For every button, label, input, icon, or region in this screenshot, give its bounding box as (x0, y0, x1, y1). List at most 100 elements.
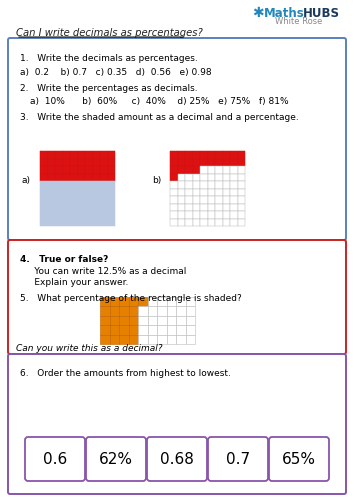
Bar (200, 196, 207, 203)
Bar (138, 316, 148, 325)
Bar (47, 166, 55, 173)
Bar (223, 188, 230, 196)
FancyBboxPatch shape (86, 437, 146, 481)
Bar (193, 188, 200, 196)
Bar (63, 211, 70, 218)
Bar (177, 218, 185, 226)
Bar (40, 166, 47, 173)
Bar (157, 296, 166, 306)
Bar (157, 334, 166, 344)
Bar (78, 218, 85, 226)
Bar (70, 218, 78, 226)
Text: You can write 12.5% as a decimal: You can write 12.5% as a decimal (20, 267, 186, 276)
Bar (129, 316, 138, 325)
FancyBboxPatch shape (25, 437, 85, 481)
Bar (129, 296, 138, 306)
Bar (238, 204, 245, 211)
Bar (47, 196, 55, 203)
Bar (100, 151, 108, 158)
Bar (223, 211, 230, 218)
Bar (185, 204, 193, 211)
Bar (148, 334, 157, 344)
Bar (200, 204, 207, 211)
Bar (200, 166, 207, 173)
Bar (230, 211, 238, 218)
Bar (223, 166, 230, 173)
Bar (193, 151, 200, 158)
Bar (223, 181, 230, 188)
Bar (185, 181, 193, 188)
Bar (223, 174, 230, 181)
Bar (215, 158, 223, 166)
Bar (176, 325, 185, 334)
Bar (200, 211, 207, 218)
Bar (108, 196, 115, 203)
Bar (238, 158, 245, 166)
Bar (207, 151, 215, 158)
Bar (238, 188, 245, 196)
Bar (238, 196, 245, 203)
Bar (85, 181, 92, 188)
Bar (166, 306, 176, 316)
Bar (177, 158, 185, 166)
Text: 4.   True or false?: 4. True or false? (20, 255, 108, 264)
Bar (138, 334, 148, 344)
Bar (92, 151, 100, 158)
Bar (185, 166, 193, 173)
Bar (193, 174, 200, 181)
Text: 1.   Write the decimals as percentages.: 1. Write the decimals as percentages. (20, 54, 198, 63)
Bar (119, 325, 129, 334)
Bar (63, 196, 70, 203)
Text: 3.   Write the shaded amount as a decimal and a percentage.: 3. Write the shaded amount as a decimal … (20, 113, 299, 122)
Bar (47, 218, 55, 226)
Bar (63, 158, 70, 166)
Bar (238, 174, 245, 181)
Bar (109, 334, 119, 344)
Bar (78, 211, 85, 218)
Bar (70, 151, 78, 158)
Bar (148, 316, 157, 325)
Bar (70, 196, 78, 203)
Bar (185, 158, 193, 166)
Bar (230, 218, 238, 226)
Bar (55, 196, 63, 203)
Bar (185, 196, 193, 203)
Bar (85, 158, 92, 166)
Bar (40, 218, 47, 226)
Bar (200, 218, 207, 226)
Bar (170, 181, 177, 188)
Bar (185, 211, 193, 218)
Bar (170, 158, 177, 166)
Bar (70, 166, 78, 173)
Bar (193, 204, 200, 211)
Bar (200, 174, 207, 181)
Bar (40, 188, 47, 196)
Bar (223, 151, 230, 158)
Bar (100, 325, 109, 334)
Bar (63, 166, 70, 173)
Bar (109, 316, 119, 325)
Bar (215, 196, 223, 203)
Bar (119, 306, 129, 316)
Bar (70, 158, 78, 166)
Bar (177, 196, 185, 203)
Text: 0.6: 0.6 (43, 452, 67, 466)
Bar (215, 218, 223, 226)
Bar (230, 204, 238, 211)
Bar (157, 306, 166, 316)
Bar (215, 181, 223, 188)
Bar (177, 174, 185, 181)
Text: a)  0.2    b) 0.7   c) 0.35   d)  0.56   e) 0.98: a) 0.2 b) 0.7 c) 0.35 d) 0.56 e) 0.98 (20, 68, 212, 77)
Text: 0.68: 0.68 (160, 452, 194, 466)
Bar (148, 325, 157, 334)
Bar (170, 204, 177, 211)
Bar (193, 218, 200, 226)
Bar (108, 211, 115, 218)
Bar (177, 211, 185, 218)
Bar (223, 158, 230, 166)
Bar (55, 158, 63, 166)
Bar (100, 166, 108, 173)
Bar (177, 204, 185, 211)
Bar (70, 188, 78, 196)
Bar (100, 334, 109, 344)
